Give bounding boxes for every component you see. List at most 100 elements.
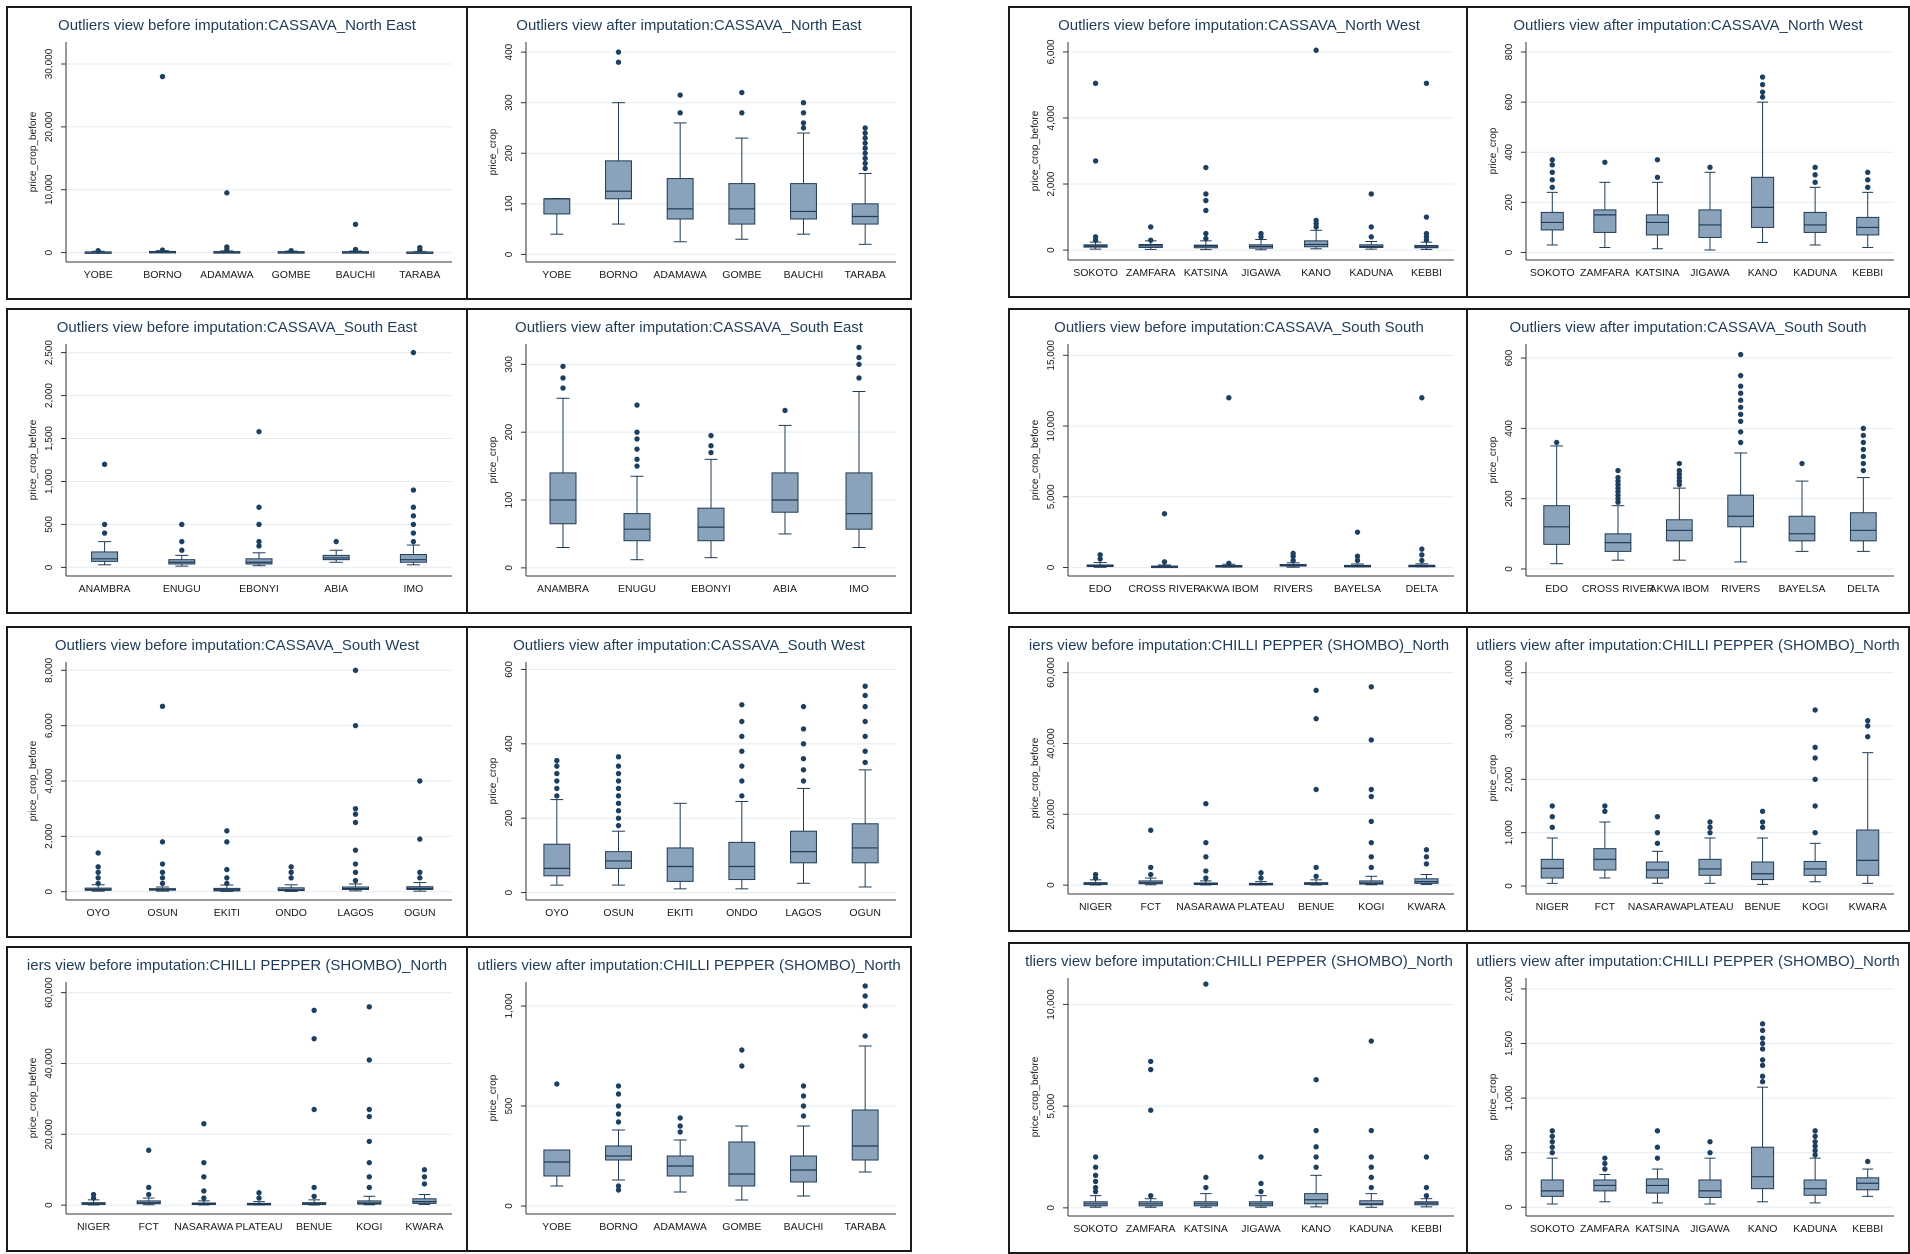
outlier-point [1368,737,1374,743]
y-tick-label: 1,000 [44,469,55,494]
x-tick-label: BAUCHI [784,1221,824,1233]
outlier-point [1313,1164,1319,1170]
outlier-point [101,521,108,528]
box-abia [771,407,799,535]
x-tick-label: RIVERS [1721,583,1760,595]
outlier-point [1549,824,1555,831]
plot-area [1526,344,1894,576]
outlier-point [1423,1154,1430,1160]
outlier-point [1148,827,1154,833]
y-tick-label: 300 [504,356,515,373]
box-benue [302,1007,327,1206]
box-nasarawa [1193,800,1218,886]
box-plateau [1248,870,1274,886]
y-tick-label: 2,500 [44,340,55,365]
outlier-point [1799,460,1805,467]
outlier-point [615,793,622,799]
outlier-point [366,1174,372,1180]
outlier-point [1812,744,1818,751]
chart-panel-cassava-south-south-after: Outliers view after imputation:CASSAVA_S… [1466,308,1910,614]
box-iqr [1803,211,1827,233]
box-nasarawa [1645,813,1669,884]
y-tick-label: 3,000 [1504,713,1515,738]
plot-area [1068,978,1454,1216]
outlier-point [1860,467,1867,474]
outlier-point [352,819,359,826]
x-tick-label: SOKOTO [1073,267,1118,279]
y-axis-label: price_crop [1488,1073,1499,1120]
outlier-point [1812,172,1818,178]
x-tick-label: KEBBI [1852,267,1883,279]
outlier-point [1203,191,1209,197]
outlier-point [352,847,359,853]
box-iqr [851,823,879,864]
outlier-point [256,1195,262,1201]
outlier-point [1203,197,1209,204]
outlier-point [224,875,230,881]
outlier-point [634,456,640,463]
y-axis-label: price_crop [488,128,499,175]
outlier-point [1368,224,1374,230]
outlier-point [1313,1127,1319,1134]
outlier-point [1602,803,1608,809]
box-ogun [851,683,879,888]
x-tick-label: FCT [139,1221,160,1233]
outlier-point [410,504,417,510]
outlier-point [101,461,108,467]
x-tick-label: OSUN [603,907,633,919]
outlier-point [615,49,622,55]
outlier-point [560,375,566,381]
outlier-point [1423,1192,1430,1199]
outlier-point [1423,861,1430,867]
box-plateau [1698,819,1722,884]
x-tick-label: YOBE [542,1221,571,1233]
x-tick-label: YOBE [84,269,113,281]
box-oyo [543,757,571,886]
box-katsina [1193,164,1218,251]
outlier-point [862,135,868,141]
chart-panel-chilli-north-west-before: tliers view before imputation:CHILLI PEP… [1008,942,1470,1254]
outlier-point [800,110,807,116]
chart-panel-chilli-north-central-after-right: utliers view after imputation:CHILLI PEP… [1466,626,1910,932]
outlier-point [1759,74,1766,80]
box-jigawa [1248,230,1274,251]
x-tick-label: KWARA [405,1221,443,1233]
outlier-point [410,487,417,493]
outlier-point [366,1057,372,1063]
outlier-point [1812,1143,1818,1149]
box-rivers [1279,550,1307,568]
outlier-point [739,748,745,754]
x-tick-label: ONDO [275,907,307,919]
x-tick-label: BENUE [296,1221,332,1233]
box-imo [845,344,873,549]
y-tick-label: 0 [44,564,55,570]
box-kano [1304,1077,1329,1208]
outlier-point [1737,439,1744,446]
x-tick-label: IMO [403,583,423,595]
y-tick-label: 500 [44,516,55,533]
x-tick-label: TARABA [845,1221,886,1233]
outlier-point [1258,1180,1264,1187]
box-rivers [1727,351,1755,563]
x-tick-label: ABIA [324,583,348,595]
outlier-point [1258,1154,1264,1160]
outlier-point [1203,981,1209,987]
chart-title: Outliers view after imputation:CASSAVA_S… [515,319,864,336]
outlier-point [159,875,166,881]
outlier-point [634,429,640,435]
x-tick-label: BORNO [143,269,182,281]
outlier-point [554,778,560,784]
outlier-point [677,110,683,116]
outlier-point [615,770,622,777]
box-osun [605,754,632,886]
outlier-point [1423,854,1430,860]
x-tick-label: AKWA IBOM [1649,583,1709,595]
outlier-point [1313,217,1319,224]
outlier-point [1368,854,1374,860]
outlier-point [560,363,566,370]
box-iqr [1359,1200,1384,1206]
x-tick-label: ANAMBRA [79,583,131,595]
box-akwa-ibom [1215,395,1243,568]
outlier-point [1737,383,1744,389]
outlier-point [1759,1035,1766,1041]
